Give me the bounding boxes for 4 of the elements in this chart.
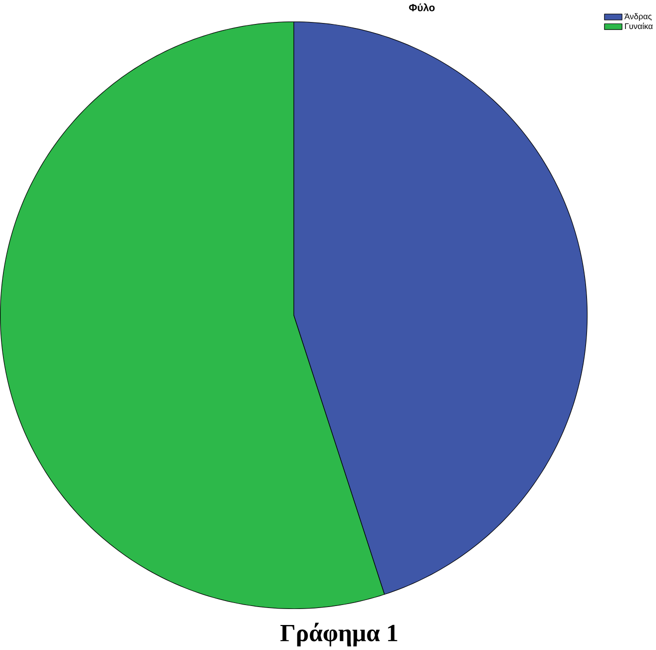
legend-label: Γυναίκα (625, 22, 653, 30)
chart-title: Φύλο (409, 3, 435, 12)
legend-label: Άνδρας (624, 13, 652, 21)
text: Γράφημα 1 (280, 622, 398, 646)
